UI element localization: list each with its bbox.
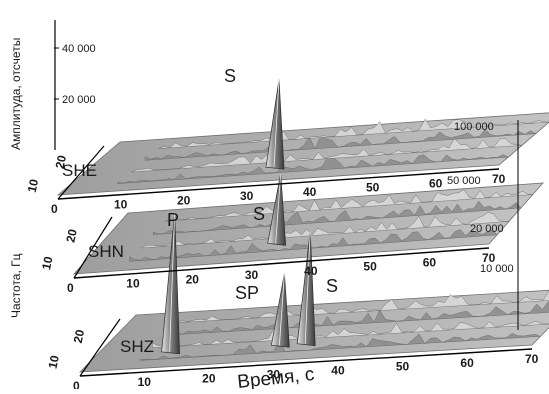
panel-shn-frequency-axis-line (73, 216, 113, 279)
panel-shz-peak-label: S (326, 276, 338, 296)
frequency-axis-title: Частота, Гц (9, 253, 23, 318)
panel-shz-peak-highlight (169, 212, 176, 352)
panel-shz-time-axis-line (79, 348, 533, 377)
panel-she-peak-s (265, 79, 285, 170)
panel-she-noise-ridge (131, 137, 522, 173)
panel-she-time-tick: 10 (114, 198, 128, 212)
panel-she-frequency-tick: 10 (25, 177, 42, 193)
panel-she-frequency-axis-line (57, 145, 105, 200)
panel-she-right-tick: 100 000 (454, 121, 494, 133)
panel-she-noise-ridge (144, 129, 537, 161)
panel-shn-base-plane (73, 182, 544, 275)
panel-shn-noise-ridge (153, 200, 522, 235)
panel-shz-noise-ridge (176, 290, 549, 323)
panel-shz-right-tick: 10 000 (480, 263, 514, 275)
panel-she-time-tick: 30 (240, 189, 254, 203)
panel-she-noise-ridge (117, 154, 510, 184)
panel-shz-noise-ridge (164, 301, 549, 336)
panel-shz-time-tick: 70 (525, 352, 539, 366)
panel-shn-time-tick: 0 (67, 281, 74, 295)
panel-shz-frequency-axis-line (79, 318, 121, 377)
panel-she-time-tick: 20 (177, 193, 191, 207)
amplitude-axis-title: Амплитуда, отсчеты (9, 38, 23, 150)
panel-she-noise-ridge (158, 118, 549, 149)
panel-shz-peak-s (296, 231, 316, 347)
panel-shz-peak-label: P (167, 210, 179, 230)
panel-shn-time-tick: 50 (363, 260, 377, 274)
panel-she-frequency-tick: 20 (53, 154, 70, 170)
panel-shz-peak-p (161, 212, 180, 355)
panel-shn-time-tick: 40 (304, 264, 318, 278)
panel-shz-time-tick: 20 (202, 371, 216, 385)
panel-shz-time-tick: 40 (331, 364, 345, 378)
time-axis-title: Время, с (236, 364, 315, 389)
panel-shn-time-tick: 70 (482, 251, 496, 265)
panel-shn-time-tick: 10 (126, 277, 140, 291)
panel-shn-time-tick: 20 (186, 272, 200, 286)
panel-she-time-tick: 40 (303, 185, 317, 199)
panel-shn-frequency-tick: 10 (39, 255, 56, 271)
panel-shn-noise-ridge (141, 212, 510, 249)
panel-shn-noise-ridge (164, 189, 533, 222)
panel-shz-time-tick: 10 (138, 375, 152, 389)
panel-she-time-axis-line (57, 168, 500, 200)
panel-she-peak-label: S (224, 66, 236, 86)
panel-shn-time-tick: 60 (423, 255, 437, 269)
panel-shn-peak-s (267, 173, 287, 246)
panel-shz-peak-sp (270, 273, 290, 348)
amplitude-tick: 40 000 (62, 43, 96, 55)
panel-shn-time-axis-line (73, 247, 490, 279)
panel-she-time-tick: 50 (366, 181, 380, 195)
panel-shz-time-tick: 30 (267, 367, 281, 381)
panel-shz-channel-label: SHZ (120, 337, 154, 356)
amplitude-tick: 20 000 (62, 94, 96, 106)
panel-shn-peak-label: S (253, 204, 265, 224)
panel-she-time-tick: 70 (492, 172, 506, 186)
panel-she-channel-label: SHE (62, 161, 97, 180)
panel-shn-noise-ridge (129, 229, 498, 262)
panel-she-peak-highlight (273, 79, 280, 168)
panel-shz-frequency-tick: 20 (71, 328, 88, 344)
panel-shz-peak-label: SP (235, 283, 259, 303)
panel-she-time-tick: 0 (51, 202, 58, 216)
panel-shz-noise-ridge (139, 333, 541, 361)
panel-shn-channel-label: SHN (88, 242, 124, 261)
panel-shz-time-tick: 60 (460, 356, 474, 370)
panel-shz-peak-highlight (279, 273, 285, 346)
panel-shz-time-tick: 0 (73, 379, 80, 389)
panel-shn-peak-highlight (275, 173, 282, 244)
panel-shz-peak-highlight (304, 231, 311, 344)
panel-shn-frequency-tick: 20 (63, 227, 80, 243)
panel-shz-noise-ridge (152, 320, 549, 349)
panel-she-time-tick: 60 (429, 176, 443, 190)
panel-shz-frequency-tick: 10 (46, 354, 63, 370)
panel-shn-right-tick: 50 000 (447, 175, 481, 187)
panel-shn-right-tick: 20 000 (470, 223, 504, 235)
panel-shn-time-tick: 30 (245, 268, 259, 282)
panel-shz-time-tick: 50 (396, 360, 410, 374)
